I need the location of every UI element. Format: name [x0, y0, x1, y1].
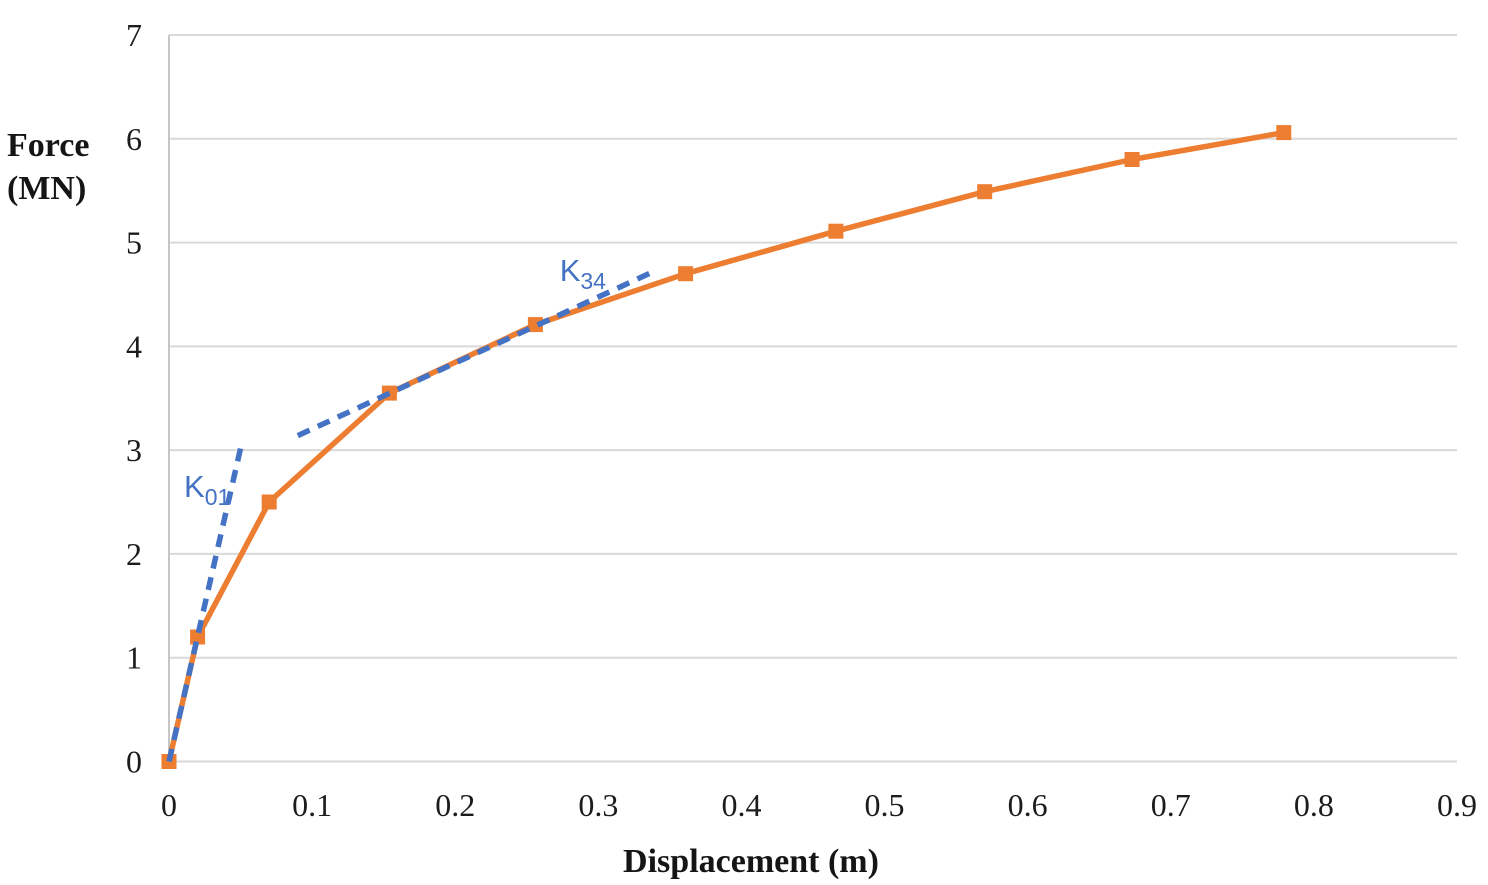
K34-label: K34	[560, 253, 606, 294]
x-tick-label-0: 0	[161, 787, 177, 823]
force-displacement-curve-marker-9	[1276, 125, 1292, 141]
x-tick-label-0.5: 0.5	[865, 787, 905, 823]
K01-initial-stiffness-line	[166, 447, 244, 763]
force-displacement-curve	[166, 129, 1285, 763]
x-tick-label-0.4: 0.4	[721, 787, 761, 823]
x-tick-label-0.8: 0.8	[1294, 787, 1334, 823]
y-tick-label-3: 3	[126, 432, 142, 468]
x-tick-label-0.7: 0.7	[1151, 787, 1191, 823]
x-axis-title: Displacement (m)	[623, 843, 879, 880]
x-tick-label-0.3: 0.3	[578, 787, 618, 823]
y-axis-title: Force (MN)	[7, 124, 89, 210]
force-displacement-curve-marker-2	[261, 494, 277, 510]
y-axis-title-line1: Force	[7, 127, 90, 164]
x-tick-label-0.9: 0.9	[1437, 787, 1477, 823]
force-displacement-curve-marker-6	[828, 223, 844, 239]
y-tick-label-4: 4	[126, 328, 142, 364]
y-tick-label-5: 5	[126, 225, 142, 261]
y-tick-label-2: 2	[126, 536, 142, 572]
K01-label: K01	[184, 469, 230, 510]
force-displacement-curve-marker-5	[678, 266, 694, 282]
y-tick-label-1: 1	[126, 640, 142, 676]
y-tick-label-7: 7	[126, 17, 142, 53]
x-tick-label-0.6: 0.6	[1008, 787, 1048, 823]
x-tick-label-0.1: 0.1	[292, 787, 332, 823]
y-tick-label-6: 6	[126, 121, 142, 157]
x-tick-label-0.2: 0.2	[435, 787, 475, 823]
force-displacement-curve-marker-4	[527, 317, 543, 333]
force-displacement-curve-marker-1	[190, 629, 206, 645]
force-displacement-curve-marker-7	[977, 184, 993, 200]
force-displacement-curve-marker-8	[1124, 152, 1140, 167]
y-tick-label-0: 0	[126, 744, 142, 780]
y-axis-title-line2: (MN)	[7, 170, 87, 207]
